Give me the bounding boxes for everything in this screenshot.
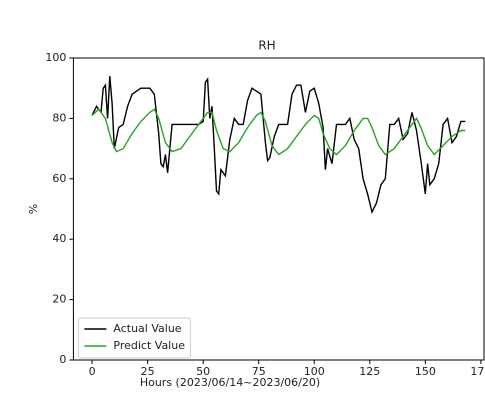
x-tick-label: 125 [359, 365, 380, 378]
x-tick-label: 150 [415, 365, 436, 378]
x-axis-label: Hours (2023/06/14~2023/06/20) [140, 376, 320, 389]
series-line [91, 108, 466, 156]
y-tick-label: 0 [59, 353, 66, 366]
legend-label: Predict Value [113, 339, 185, 352]
chart-title: RH [258, 39, 275, 53]
x-tick-label: 0 [89, 365, 96, 378]
legend-box [77, 317, 191, 359]
legend-label: Actual Value [113, 322, 181, 335]
series-line [91, 76, 466, 215]
y-tick-label: 80 [52, 111, 66, 124]
x-tick-label: 75 [252, 365, 266, 378]
x-tick-label: 100 [304, 365, 325, 378]
plot-frame [72, 57, 485, 361]
y-tick-label: 40 [52, 232, 66, 245]
y-tick-label: 20 [52, 293, 66, 306]
x-tick-label: 50 [196, 365, 210, 378]
y-tick-label: 100 [45, 51, 66, 64]
y-tick-label: 60 [52, 172, 66, 185]
x-tick-label: 175 [470, 365, 485, 378]
y-axis-label: % [27, 204, 40, 214]
x-tick-label: 25 [141, 365, 155, 378]
